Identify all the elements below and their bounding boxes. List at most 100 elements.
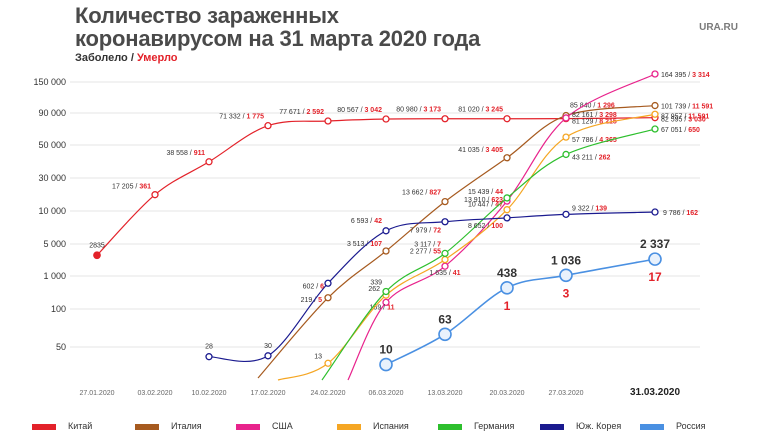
data-label: 71 332 / 1 775 xyxy=(219,114,264,121)
data-label-dead: 827 xyxy=(429,190,441,197)
series-line xyxy=(347,73,656,381)
data-label-separator: / xyxy=(359,107,365,114)
legend-label: Италия xyxy=(171,421,202,431)
data-label-separator: / xyxy=(682,113,688,120)
data-label-dead: 44 xyxy=(495,189,503,196)
series-southkorea: 28 30 602 / 6 6 593 / 42 7 979 / 72 8 652 / 1… xyxy=(205,205,698,363)
data-label-dead: 1 xyxy=(504,299,511,313)
data-point xyxy=(651,125,659,133)
legend-swatch xyxy=(32,424,56,430)
data-label-separator: / xyxy=(591,103,597,110)
data-label-separator: / xyxy=(485,197,491,204)
data-label: 262 xyxy=(368,286,380,293)
data-label: 15 439 / 44 xyxy=(468,189,503,196)
data-label-infected: 1 036 xyxy=(551,253,581,267)
data-label-dead: 3 042 xyxy=(364,107,382,114)
data-point xyxy=(562,133,570,141)
data-label: 28 xyxy=(205,344,213,351)
data-label-infected: 2 337 xyxy=(640,237,670,251)
data-label-dead: 11 591 xyxy=(692,104,713,111)
data-label-dead: 3 298 xyxy=(599,112,617,119)
data-label-dead: 262 xyxy=(599,154,611,161)
data-point xyxy=(382,247,390,255)
data-label: 219 / 5 xyxy=(301,297,323,304)
series-line xyxy=(385,258,656,366)
data-label: 38 558 / 911 xyxy=(166,150,205,157)
data-label: 85 840 / 1 296 xyxy=(570,103,615,110)
data-point xyxy=(651,101,659,110)
data-point xyxy=(559,268,573,283)
y-tick-label: 30 000 xyxy=(38,173,66,183)
y-tick-label: 10 000 xyxy=(38,206,66,216)
x-tick-label: 27.01.2020 xyxy=(79,390,114,397)
data-label: 8 652 / 100 xyxy=(468,223,503,230)
data-label-dead: 1 296 xyxy=(597,103,615,110)
data-label-separator: / xyxy=(682,117,688,124)
x-tick-label: 17.02.2020 xyxy=(250,390,285,397)
data-label: 41 035 / 3 405 xyxy=(458,147,503,154)
data-point xyxy=(151,191,159,199)
data-label-dead: 72 xyxy=(433,228,441,235)
data-point xyxy=(441,255,449,264)
data-label-dead: 5 xyxy=(318,297,322,304)
data-label-infected: 71 332 xyxy=(219,114,241,121)
data-label-separator: / xyxy=(681,210,687,217)
data-label-dead: 100 xyxy=(491,223,503,230)
data-point xyxy=(379,357,393,372)
legend-label: Юж. Корея xyxy=(576,421,622,431)
series-line xyxy=(321,128,656,381)
data-label-infected: 80 567 xyxy=(337,107,359,114)
data-label-infected: 85 840 xyxy=(570,103,592,110)
data-label-dead: 1 775 xyxy=(246,114,264,121)
data-point xyxy=(324,279,332,287)
x-tick-label: 31.03.2020 xyxy=(630,387,680,398)
chart-legend: Китай Италия США Испания Германия Юж. Корея Ро… xyxy=(0,418,760,438)
data-label-dead: 162 xyxy=(686,210,698,217)
data-label-infected: 13 910 xyxy=(464,197,486,204)
x-tick-label: 20.03.2020 xyxy=(489,390,524,397)
data-label-infected: 82 595 xyxy=(661,117,683,124)
data-label-dead: 2 592 xyxy=(306,109,324,116)
data-point xyxy=(503,154,511,162)
series-china: 2835 17 205 / 361 38 558 / 911 71 332 / 1 7… xyxy=(89,107,706,260)
data-label-dead: 3 405 xyxy=(485,147,503,154)
data-label-infected: 2835 xyxy=(89,242,105,249)
data-point xyxy=(382,287,390,296)
data-label-infected: 77 671 xyxy=(279,109,301,116)
data-label-infected: 8 652 xyxy=(468,223,486,230)
x-tick-label: 03.02.2020 xyxy=(137,390,172,397)
data-label-infected: 339 xyxy=(370,280,382,287)
legend-swatch xyxy=(540,424,564,430)
data-point xyxy=(441,197,449,206)
data-label-dead: 3 030 xyxy=(688,117,706,124)
data-label-dead: 3 314 xyxy=(692,72,710,79)
data-point xyxy=(324,359,332,367)
data-label-infected: 602 xyxy=(303,283,315,290)
data-point xyxy=(562,114,570,122)
data-label-dead: 6 xyxy=(320,283,324,290)
data-label: 339 xyxy=(370,280,382,287)
data-label-separator: / xyxy=(593,119,599,126)
data-label-separator: / xyxy=(431,241,437,248)
series-russia: 10 63 438 1 1 036 3 2 337 17 xyxy=(379,237,670,372)
legend-label: Испания xyxy=(373,421,409,431)
data-label-separator: / xyxy=(480,107,486,114)
y-tick-label: 5 000 xyxy=(43,239,66,249)
data-label: 13 662 / 827 xyxy=(402,190,441,197)
data-label-infected: 87 957 xyxy=(661,113,683,120)
data-point xyxy=(324,117,332,125)
data-label-separator: / xyxy=(480,147,486,154)
data-label-dead: 41 xyxy=(453,270,461,277)
data-label: 7 979 / 72 xyxy=(410,228,441,235)
subtitle-dead: Умерло xyxy=(136,52,178,64)
data-label-infected: 10 447 xyxy=(468,202,490,209)
data-label-infected: 57 786 xyxy=(572,137,594,144)
data-label-separator: / xyxy=(314,283,320,290)
data-label-dead: 3 245 xyxy=(485,107,503,114)
data-label-dead: 17 xyxy=(648,270,662,284)
data-label-infected: 262 xyxy=(368,286,380,293)
data-label: 43 211 / 262 xyxy=(572,154,611,161)
data-label-infected: 164 395 xyxy=(661,72,686,79)
legend-label: Германия xyxy=(474,421,515,431)
data-label: 80 567 / 3 042 xyxy=(337,107,382,114)
